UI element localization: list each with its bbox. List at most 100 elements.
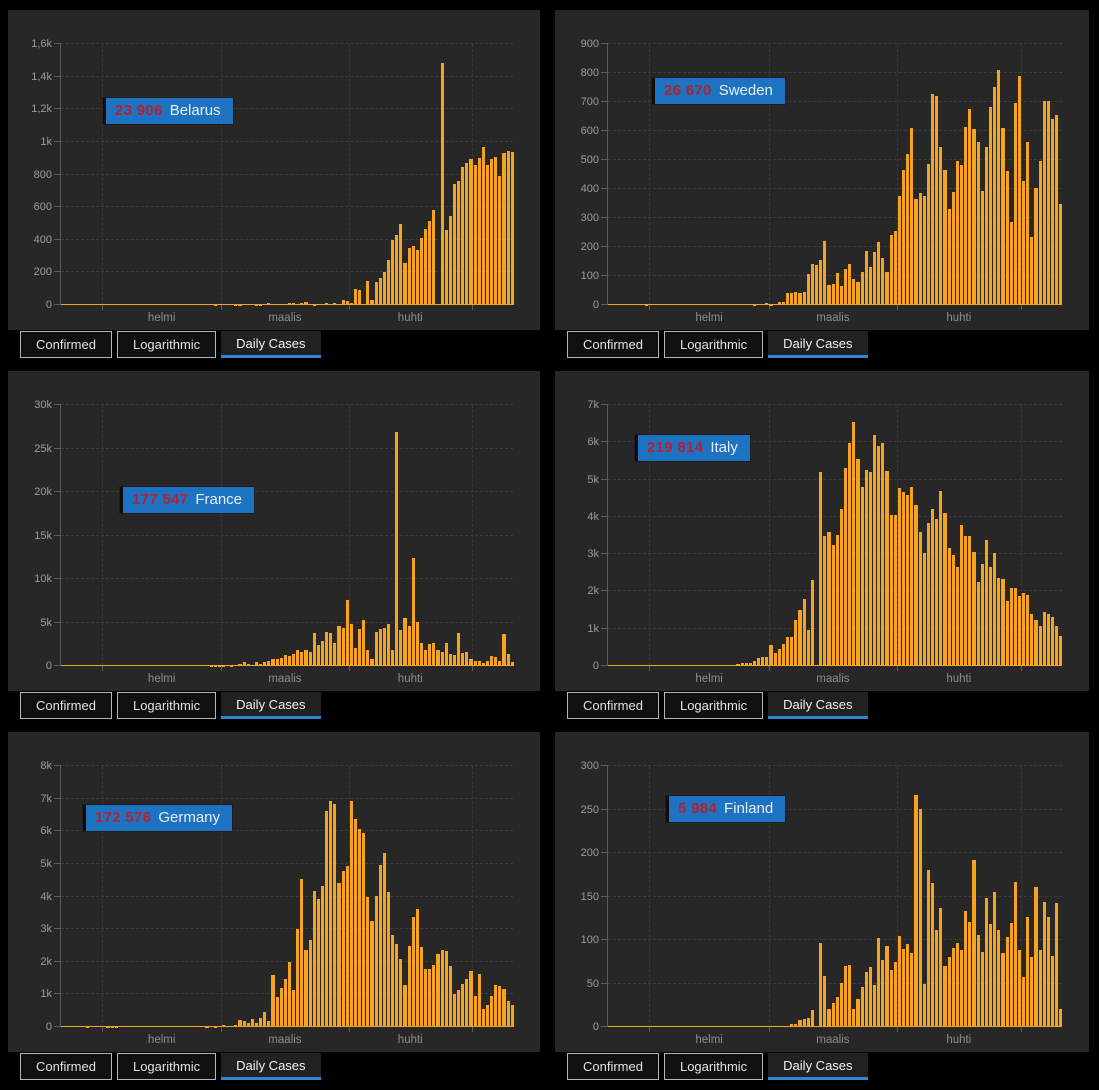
- tab-daily-cases[interactable]: Daily Cases: [768, 1053, 867, 1080]
- x-tick-mark: [349, 1027, 350, 1032]
- bar: [271, 975, 274, 1027]
- tab-logarithmic[interactable]: Logarithmic: [117, 692, 216, 719]
- total-cases-value: 23 906: [115, 102, 163, 119]
- bar: [865, 972, 868, 1027]
- y-tick-mark: [601, 852, 608, 853]
- bar: [939, 147, 942, 305]
- h-gridline: [61, 665, 513, 666]
- bar: [1059, 1009, 1062, 1027]
- bar: [914, 199, 917, 305]
- x-tick-label: huhti: [398, 1034, 423, 1046]
- tab-logarithmic[interactable]: Logarithmic: [117, 1053, 216, 1080]
- y-tick-mark: [54, 108, 61, 109]
- bar: [774, 304, 777, 305]
- y-tick-label: 7k: [40, 793, 52, 805]
- bar: [238, 1020, 241, 1027]
- tab-daily-cases[interactable]: Daily Cases: [768, 692, 867, 719]
- y-tick-mark: [601, 159, 608, 160]
- bar: [498, 176, 501, 305]
- bar: [432, 210, 435, 305]
- tab-logarithmic[interactable]: Logarithmic: [664, 331, 763, 358]
- bar: [790, 293, 793, 305]
- bar: [885, 471, 888, 666]
- y-tick-label: 5k: [40, 617, 52, 629]
- bar: [807, 1018, 810, 1027]
- bar: [461, 984, 464, 1027]
- tab-daily-cases[interactable]: Daily Cases: [221, 331, 320, 358]
- x-tick-mark: [649, 666, 650, 671]
- bar: [1030, 957, 1033, 1027]
- x-tick-label: maalis: [268, 673, 301, 685]
- bar: [848, 264, 851, 305]
- bar: [292, 990, 295, 1027]
- bar: [465, 979, 468, 1027]
- bar: [391, 240, 394, 305]
- bar: [284, 979, 287, 1027]
- bar: [798, 293, 801, 305]
- tab-daily-cases[interactable]: Daily Cases: [768, 331, 867, 358]
- bar: [1051, 617, 1054, 666]
- bar: [502, 153, 505, 305]
- y-tick-mark: [601, 43, 608, 44]
- tab-confirmed[interactable]: Confirmed: [20, 1053, 112, 1080]
- bar: [827, 532, 830, 666]
- y-tick-label: 200: [34, 266, 52, 278]
- bar: [919, 193, 922, 305]
- bar: [869, 267, 872, 305]
- bar: [1018, 76, 1021, 305]
- tab-bar: Confirmed Logarithmic Daily Cases: [555, 692, 1089, 719]
- bar: [288, 303, 291, 305]
- bar: [906, 495, 909, 666]
- bar: [387, 892, 390, 1027]
- bar: [428, 644, 431, 666]
- bar: [358, 629, 361, 666]
- x-tick-mark: [769, 305, 770, 310]
- bar: [861, 272, 864, 305]
- bar: [461, 653, 464, 666]
- bar: [819, 472, 822, 666]
- y-tick-mark: [54, 830, 61, 831]
- tab-confirmed[interactable]: Confirmed: [20, 331, 112, 358]
- y-tick-label: 100: [581, 270, 599, 282]
- bar: [935, 519, 938, 666]
- bar: [379, 629, 382, 666]
- y-tick-label: 1,4k: [31, 71, 52, 83]
- bar: [1059, 204, 1062, 305]
- tab-logarithmic[interactable]: Logarithmic: [664, 1053, 763, 1080]
- tab-logarithmic[interactable]: Logarithmic: [117, 331, 216, 358]
- bar: [1026, 917, 1029, 1027]
- bar: [844, 966, 847, 1027]
- bar: [1006, 937, 1009, 1027]
- bar: [309, 304, 312, 305]
- bar: [424, 969, 427, 1027]
- bar: [317, 304, 320, 305]
- tab-daily-cases[interactable]: Daily Cases: [221, 692, 320, 719]
- bar: [350, 303, 353, 305]
- tab-confirmed[interactable]: Confirmed: [567, 331, 659, 358]
- tab-daily-cases[interactable]: Daily Cases: [221, 1053, 320, 1080]
- bar: [420, 238, 423, 305]
- x-tick-mark: [221, 305, 222, 310]
- bar: [898, 488, 901, 666]
- tab-logarithmic[interactable]: Logarithmic: [664, 692, 763, 719]
- bar: [490, 159, 493, 305]
- bar: [952, 192, 955, 305]
- tab-confirmed[interactable]: Confirmed: [567, 1053, 659, 1080]
- bar: [1030, 237, 1033, 305]
- bar: [865, 470, 868, 666]
- bar: [757, 304, 760, 305]
- bar: [1047, 101, 1050, 305]
- bar: [960, 525, 963, 666]
- country-total-badge: 177 547 France: [120, 487, 254, 513]
- bar: [786, 293, 789, 305]
- bar: [342, 628, 345, 666]
- x-tick-label: helmi: [695, 312, 722, 324]
- tab-confirmed[interactable]: Confirmed: [567, 692, 659, 719]
- bar: [1010, 588, 1013, 666]
- bar: [993, 553, 996, 666]
- bar: [919, 809, 922, 1027]
- tab-confirmed[interactable]: Confirmed: [20, 692, 112, 719]
- bar: [989, 107, 992, 305]
- bar: [972, 860, 975, 1027]
